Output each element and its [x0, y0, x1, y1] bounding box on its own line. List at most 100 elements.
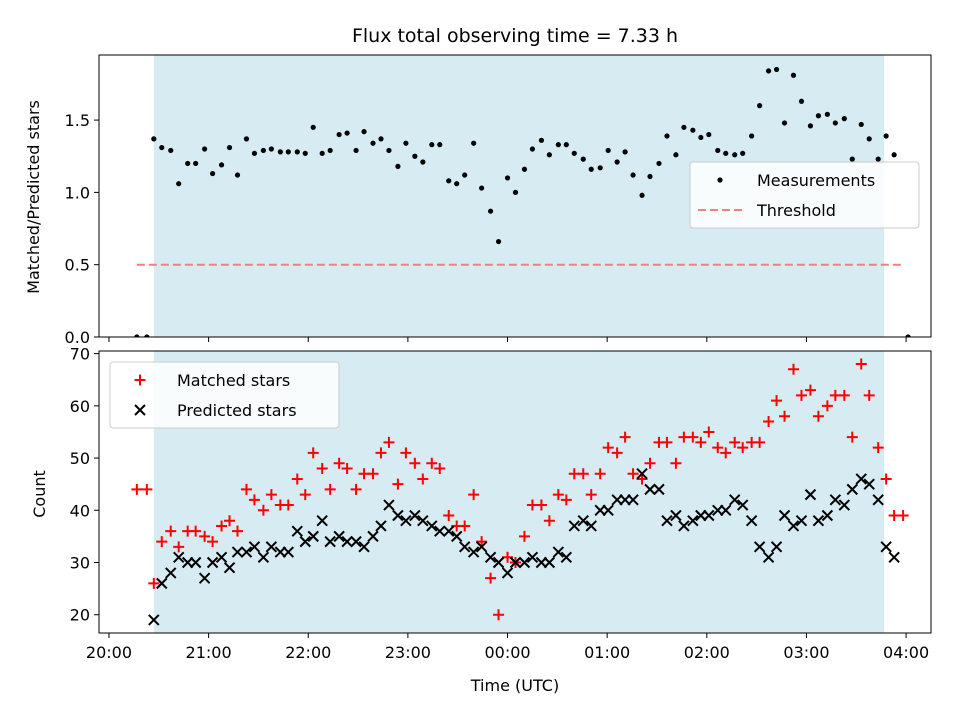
predicted-stars-marker [265, 541, 278, 553]
predicted-stars-marker [644, 483, 656, 496]
matched-stars-marker [821, 400, 833, 412]
matched-stars-marker [585, 489, 597, 501]
y-tick-label: 40 [70, 501, 90, 520]
legend-dot-marker [717, 177, 723, 183]
x-tick-label: 00:00 [484, 643, 530, 662]
matched-stars-marker [216, 520, 228, 532]
predicted-stars-marker [458, 541, 471, 553]
measurement-point [437, 142, 443, 148]
matched-stars-marker [341, 463, 353, 474]
measurement-point [234, 172, 241, 178]
x-tick-label: 02:00 [684, 643, 730, 662]
measurement-point [218, 162, 225, 168]
measurement-point [875, 156, 881, 162]
measurement-point [563, 142, 569, 148]
predicted-stars-marker [778, 509, 791, 522]
measurement-point [168, 147, 174, 154]
y-tick-label: 1.0 [65, 183, 90, 202]
predicted-stars-marker [492, 556, 505, 569]
measurement-point [905, 334, 911, 337]
matched-stars-marker [846, 431, 858, 443]
predicted-stars-marker [383, 499, 395, 511]
matched-stars-marker [712, 442, 724, 454]
matched-stars-marker [443, 510, 455, 521]
measurement-point [757, 103, 763, 109]
matched-stars-marker [737, 442, 749, 454]
series-matched-stars [131, 358, 909, 621]
predicted-stars-marker [198, 572, 211, 584]
predicted-stars-marker [367, 530, 379, 543]
measurement-point [243, 136, 250, 142]
matched-stars-marker [207, 536, 219, 548]
measurement-point [732, 152, 738, 158]
legend-label: Measurements [757, 171, 875, 190]
matched-stars-marker [367, 468, 379, 480]
predicted-stars-marker [307, 530, 319, 543]
measurement-point [807, 123, 814, 129]
predicted-stars-marker [291, 525, 303, 537]
predicted-stars-marker [392, 509, 404, 522]
matched-stars-marker [307, 447, 319, 459]
y-tick-label: 70 [70, 345, 90, 364]
predicted-stars-marker [653, 483, 665, 496]
predicted-stars-marker [316, 515, 328, 527]
measurement-point [176, 181, 182, 187]
predicted-stars-marker [888, 551, 900, 563]
plot-area [131, 358, 909, 626]
predicted-stars-marker [770, 541, 783, 553]
measurement-point [891, 152, 897, 158]
predicted-stars-marker [872, 494, 884, 506]
matched-stars-marker [602, 442, 614, 454]
measurement-point [866, 136, 872, 142]
measurement-point [512, 189, 519, 195]
predicted-stars-marker [795, 515, 808, 527]
predicted-stars-marker [821, 509, 834, 522]
measurement-point [832, 120, 838, 126]
measurement-point [630, 172, 636, 178]
predicted-stars-marker [341, 535, 353, 548]
ratio-panel: 0.0 0.5 1.0 1.5 Measurements Threshold [65, 54, 932, 347]
predicted-stars-marker [223, 562, 236, 574]
matched-stars-marker [199, 530, 211, 542]
measurement-point [781, 120, 788, 126]
measurement-point [260, 147, 267, 154]
count-panel: 20 30 40 50 60 70 20:00 21:00 22:00 23:00 00:00 01:… [70, 345, 932, 662]
matched-stars-marker [855, 358, 867, 370]
predicted-stars-marker [475, 541, 488, 553]
legend-label: Predicted stars [177, 401, 297, 420]
predicted-stars-marker [400, 515, 412, 527]
predicted-stars-marker [350, 535, 362, 548]
measurement-point [647, 173, 653, 180]
measurement-point [773, 66, 780, 73]
measurement-point [159, 144, 165, 151]
measurement-point [639, 192, 645, 198]
matched-stars-marker [804, 384, 816, 396]
y-axis-label-count: Count [30, 470, 49, 518]
predicted-stars-marker [206, 556, 219, 569]
measurement-point [673, 152, 679, 158]
predicted-stars-marker [299, 535, 311, 548]
matched-stars-marker [434, 463, 446, 474]
measurement-point [395, 163, 401, 169]
predicted-stars-marker [231, 546, 244, 558]
predicted-stars-marker [358, 541, 370, 553]
legend: Measurements Threshold [689, 161, 920, 229]
matched-stars-marker [248, 494, 260, 506]
measurement-point [462, 172, 468, 178]
matched-stars-marker [560, 494, 572, 506]
matched-stars-marker [426, 457, 438, 469]
measurement-point [858, 121, 864, 128]
predicted-stars-marker [745, 515, 758, 527]
predicted-stars-marker [560, 551, 573, 563]
matched-stars-marker [240, 483, 252, 495]
matched-stars-marker [695, 436, 707, 448]
matched-stars-marker [703, 426, 715, 438]
measurement-point [327, 147, 333, 154]
matched-stars-marker [400, 447, 412, 459]
measurement-point [715, 147, 721, 154]
predicted-stars-marker [426, 520, 438, 532]
matched-stars-marker [316, 463, 328, 474]
matched-stars-marker [771, 395, 783, 407]
measurement-point [588, 166, 594, 172]
measurement-point [706, 131, 712, 138]
